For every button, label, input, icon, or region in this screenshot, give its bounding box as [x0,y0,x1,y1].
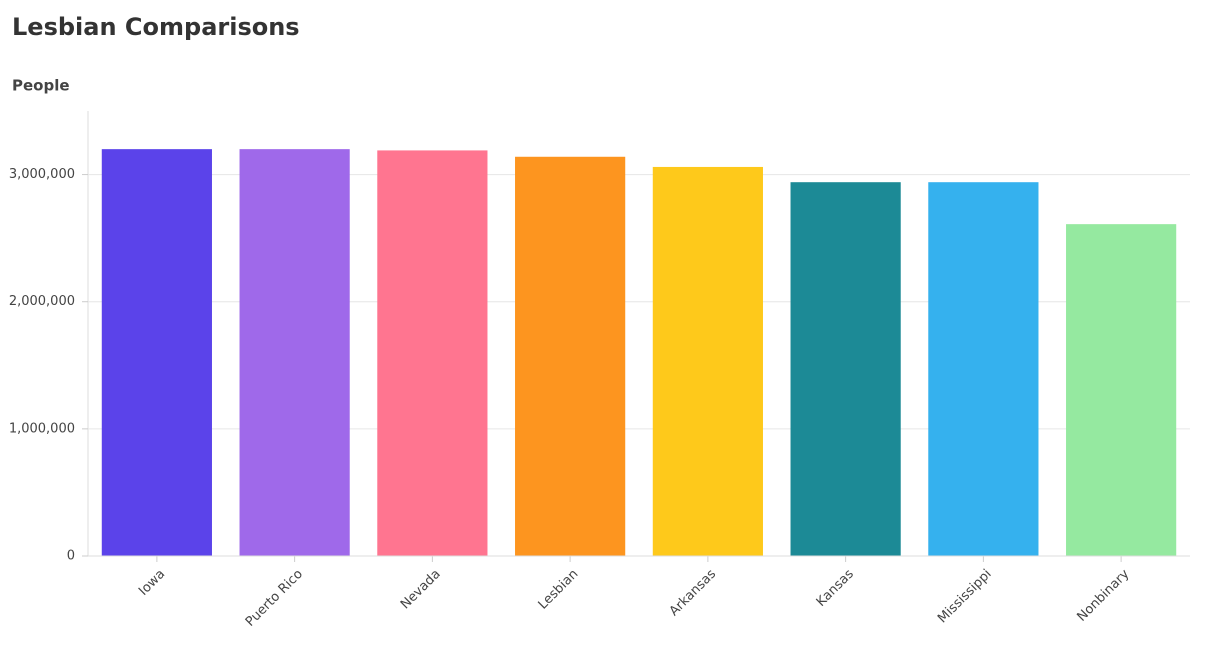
chart-title: Lesbian Comparisons [12,13,300,41]
x-tick-label: Arkansas [667,567,720,620]
y-tick-label: 1,000,000 [9,421,75,436]
bar [377,150,488,556]
bar [515,156,626,556]
bar [239,149,350,556]
y-tick-label: 0 [67,549,75,564]
x-tick-label: Iowa [136,567,168,599]
bar [1066,224,1177,556]
x-tick-label: Mississippi [935,567,995,627]
y-tick-label: 3,000,000 [9,167,75,182]
x-tick-label: Puerto Rico [243,567,306,630]
bar [652,166,763,556]
bar [101,149,212,556]
x-tick-label: Nevada [398,567,444,613]
y-axis-title: People [12,77,70,95]
bar [790,182,901,556]
y-tick-label: 2,000,000 [9,294,75,309]
x-tick-label: Nonbinary [1074,566,1132,624]
bar [928,182,1039,556]
x-tick-label: Lesbian [536,567,582,613]
x-tick-label: Kansas [814,567,857,610]
